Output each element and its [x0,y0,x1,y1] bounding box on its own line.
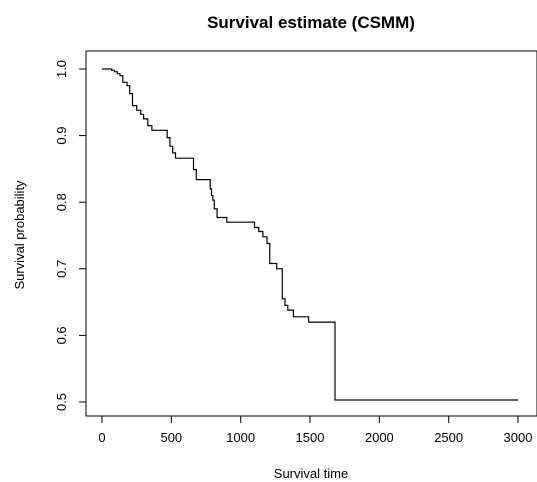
x-tick-label: 1000 [226,430,255,445]
x-tick-label: 1500 [296,430,325,445]
plot-frame [85,50,537,417]
x-tick-label: 2000 [365,430,394,445]
y-tick-label: 0.5 [54,393,69,411]
x-tick-label: 0 [98,430,105,445]
x-tick-label: 3000 [504,430,533,445]
y-axis: 0.5 0.6 0.7 0.8 0.9 1.0 [54,60,87,411]
y-tick-label: 1.0 [54,60,69,78]
y-axis-label: Survival probability [12,180,27,290]
y-tick-label: 0.8 [54,193,69,211]
x-tick-label: 2500 [434,430,463,445]
y-tick-label: 0.7 [54,260,69,278]
x-tick-label: 500 [160,430,182,445]
x-axis: 0 500 1000 1500 2000 2500 3000 [98,415,533,445]
survival-step-line [102,68,518,401]
series-layer [102,68,518,401]
x-axis-label: Survival time [274,466,348,481]
chart-title: Survival estimate (CSMM) [207,13,415,32]
y-tick-label: 0.9 [54,127,69,145]
y-tick-label: 0.6 [54,326,69,344]
